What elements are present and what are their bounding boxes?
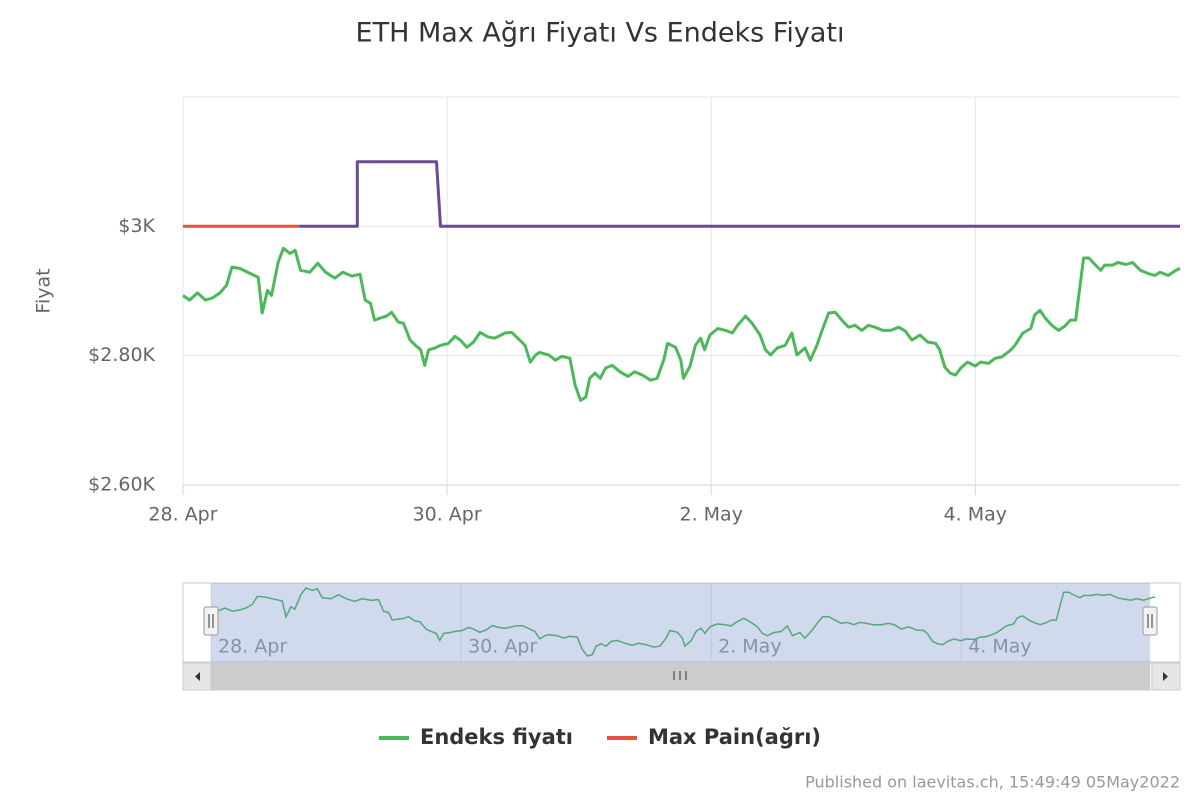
y-tick-label: $2.80K <box>88 344 155 366</box>
y-tick-label: $3K <box>118 215 155 237</box>
legend-item[interactable]: Max Pain(ağrı) <box>606 725 821 749</box>
plot <box>182 160 1181 402</box>
series-line <box>182 246 1181 402</box>
x-tick-label: 2. May <box>679 504 742 526</box>
chart-title: ETH Max Ağrı Fiyatı Vs Endeks Fiyatı <box>356 18 845 49</box>
navigator-tick-label: 28. Apr <box>218 636 287 658</box>
navigator-controls <box>182 583 1181 691</box>
series-line <box>299 160 1180 228</box>
scrollbar-grip <box>673 671 687 680</box>
legend-label: Max Pain(ağrı) <box>648 725 821 749</box>
x-tick-label: 4. May <box>944 504 1007 526</box>
x-tick-label: 28. Apr <box>148 504 217 526</box>
navigator-line <box>210 587 1156 657</box>
navigator-tick-label: 4. May <box>968 636 1031 658</box>
legend-label: Endeks fiyatı <box>420 725 573 749</box>
navigator-mask[interactable] <box>211 583 1150 662</box>
arrow-left <box>195 672 200 681</box>
navigator-handle[interactable] <box>1142 606 1158 636</box>
navigator-tick-label: 30. Apr <box>468 636 537 658</box>
grid: $2.60K $2.80K $3K 28. Apr 30. Apr 2. May 4. Ma… <box>88 97 1180 526</box>
legend: Endeks fiyatı Max Pain(ağrı) <box>378 725 821 749</box>
legend-item[interactable]: Endeks fiyatı <box>378 725 573 749</box>
navigator-plot: 28. Apr 30. Apr 2. May 4. May <box>210 583 1156 662</box>
y-tick-label: $2.60K <box>88 474 155 496</box>
credits: Published on laevitas.ch, 15:49:49 05May… <box>805 773 1180 792</box>
y-axis-title: Fiyat <box>33 268 55 313</box>
arrow-right <box>1163 672 1168 681</box>
navigator-handle[interactable] <box>203 606 219 636</box>
navigator-tick-label: 2. May <box>718 636 781 658</box>
x-tick-label: 30. Apr <box>413 504 482 526</box>
